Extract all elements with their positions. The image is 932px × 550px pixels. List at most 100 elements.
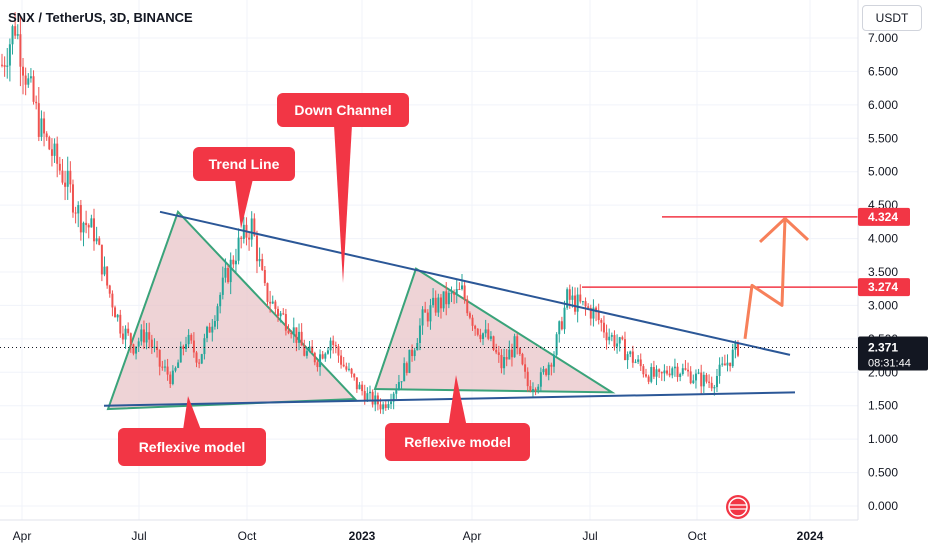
candle-body xyxy=(539,372,542,387)
candle-body xyxy=(631,351,634,363)
candle-body xyxy=(513,336,516,358)
candle-body xyxy=(418,325,421,343)
currency-selector[interactable]: USDT xyxy=(862,5,922,31)
candle-body xyxy=(602,322,605,333)
candle-body xyxy=(650,367,653,382)
candle-body xyxy=(153,346,156,348)
candle-body xyxy=(592,307,595,319)
candle-body xyxy=(150,339,153,348)
candle-body xyxy=(308,346,311,352)
candle-body xyxy=(319,354,322,368)
candle-body xyxy=(74,212,77,214)
candle-body xyxy=(710,382,713,389)
candle-body xyxy=(697,372,700,374)
candle-body xyxy=(353,373,356,378)
candle-body xyxy=(334,344,337,347)
candle-body xyxy=(295,327,298,343)
candle-body xyxy=(266,283,269,302)
candle-body xyxy=(221,277,224,295)
candle-body xyxy=(647,376,650,382)
candle-body xyxy=(392,393,395,402)
candle-body xyxy=(82,222,85,233)
candle-body xyxy=(174,367,177,371)
candle-body xyxy=(597,312,600,321)
drawn-lines xyxy=(0,210,858,407)
candle-body xyxy=(676,366,679,377)
candle-body xyxy=(192,340,195,353)
last-price-tag xyxy=(858,336,928,371)
level-price-tag-label: 4.324 xyxy=(868,210,898,224)
candle-body xyxy=(558,321,561,335)
candle-body xyxy=(195,352,198,363)
candle-body xyxy=(98,238,101,245)
candle-body xyxy=(421,309,424,326)
candle-body xyxy=(437,297,440,313)
candle-body xyxy=(547,364,550,375)
price-axis[interactable]: 7.0006.5006.0005.5005.0004.5004.0003.500… xyxy=(868,31,898,513)
candle-body xyxy=(313,352,316,363)
tradingview-logo-icon[interactable] xyxy=(726,495,750,519)
candle-body xyxy=(148,332,151,340)
candle-body xyxy=(705,374,708,382)
candle-body xyxy=(492,336,495,350)
candle-body xyxy=(43,118,46,134)
candle-body xyxy=(623,339,626,361)
candle-body xyxy=(687,369,690,372)
candle-body xyxy=(610,335,613,337)
price-tags: 4.324 3.274 2.371 08:31:44 xyxy=(858,207,928,371)
candle-body xyxy=(371,391,374,405)
candle-body xyxy=(563,307,566,330)
candle-body xyxy=(298,331,301,343)
price-tick-label: 7.000 xyxy=(868,31,898,45)
candle-body xyxy=(229,259,232,283)
candle-body xyxy=(114,307,117,318)
time-tick-label: Oct xyxy=(238,529,257,543)
candle-body xyxy=(461,285,463,290)
candle-body xyxy=(395,389,398,394)
candle-body xyxy=(476,328,479,335)
candle-body xyxy=(227,268,230,283)
candle-body xyxy=(560,321,563,330)
candle-body xyxy=(458,289,461,291)
candle-body xyxy=(290,333,293,335)
time-tick-label: Apr xyxy=(463,529,482,543)
candle-body xyxy=(250,218,253,240)
candle-body xyxy=(64,182,67,187)
candle-body xyxy=(587,306,590,308)
candle-body xyxy=(405,363,408,373)
time-tick-label: Jul xyxy=(582,529,597,543)
candle-body xyxy=(723,363,726,366)
plot-area[interactable]: Down Channel Trend Line Reflexive model Ref… xyxy=(0,12,858,466)
candle-body xyxy=(108,285,111,294)
candle-body xyxy=(79,205,82,233)
reflexive-triangles xyxy=(106,209,616,411)
candle-body xyxy=(534,389,537,391)
candle-body xyxy=(503,357,506,369)
candle-body xyxy=(127,328,130,334)
candle-body xyxy=(482,333,485,340)
callout-down-channel: Down Channel xyxy=(277,93,409,283)
candle-body xyxy=(35,101,38,104)
candle-body xyxy=(234,260,237,265)
candle-body xyxy=(53,143,56,156)
candle-body xyxy=(332,340,335,345)
candle-body xyxy=(671,368,674,376)
candle-body xyxy=(287,330,290,334)
candle-body xyxy=(350,368,353,374)
time-axis[interactable]: Apr Jul Oct 2023 Apr Jul Oct 2024 xyxy=(13,529,824,543)
candle-body xyxy=(161,366,164,368)
candle-body xyxy=(489,336,492,339)
candle-body xyxy=(237,237,240,261)
callout-label: Reflexive model xyxy=(404,434,511,450)
candle-body xyxy=(156,346,159,350)
candle-body xyxy=(426,312,429,322)
candle-body xyxy=(87,225,90,228)
candle-body xyxy=(77,205,80,214)
price-tick-label: 5.500 xyxy=(868,131,898,145)
candle-body xyxy=(190,334,193,341)
candle-body xyxy=(32,76,35,102)
candle-body xyxy=(158,349,161,367)
candle-body xyxy=(694,373,697,381)
